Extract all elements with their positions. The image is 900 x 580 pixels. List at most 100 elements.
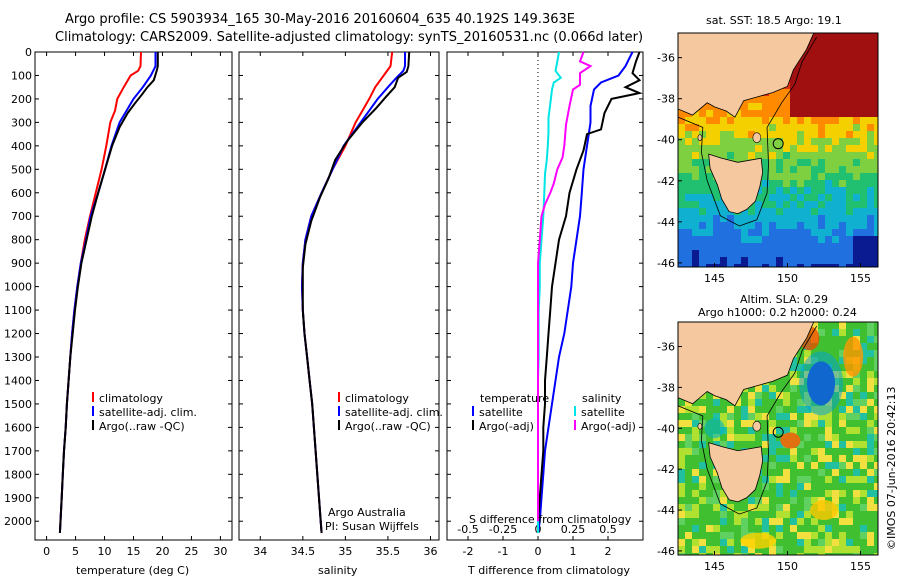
map-cell [741,406,748,413]
map-cell [678,532,685,539]
map-cell [727,441,734,448]
map-cell [762,208,769,215]
map-cell [846,145,853,152]
map-cell [762,434,769,441]
map-cell [832,54,839,61]
map-cell [846,117,853,124]
x-tick-label: 15 [127,545,141,558]
map-cell [839,413,846,420]
map-cell [818,103,825,110]
map-cell [734,229,741,236]
map-cell [741,131,748,138]
map-cell [811,497,818,504]
map-cell [783,110,790,117]
map-cell [860,40,867,47]
map-cell [741,152,748,159]
map-cell [762,138,769,145]
map-cell [692,145,699,152]
map-cell [797,350,804,357]
map-cell [685,138,692,145]
map-cell [804,236,811,243]
map-cell [790,497,797,504]
map-cell [867,455,874,462]
map-y-tick-label: -42 [657,175,675,188]
map-cell [825,434,832,441]
map-cell [811,131,818,138]
map-cell [720,138,727,145]
map-cell [839,47,846,54]
map-cell [692,215,699,222]
map-cell [783,194,790,201]
map-cell [874,124,878,131]
map-cell [741,215,748,222]
map-cell [769,173,776,180]
map-cell [867,427,874,434]
map-cell [811,138,818,145]
map-cell [853,89,860,96]
map-cell [804,89,811,96]
y-tick-label: 300 [11,116,32,129]
y-tick-label: 1500 [4,398,32,411]
map-cell [874,236,878,243]
map-cell [685,159,692,166]
map-cell [755,511,762,518]
map-cell [846,89,853,96]
map-cell [832,413,839,420]
map-cell [846,131,853,138]
map-cell [790,392,797,399]
map-cell [853,229,860,236]
map-cell [818,469,825,476]
map-cell [776,138,783,145]
map-cell [678,187,685,194]
map-cell [678,553,685,555]
anomaly-blob [809,500,838,521]
x-tick-label: 30 [213,545,227,558]
map-cell [860,264,867,267]
map-cell [741,264,748,267]
map-cell [720,434,727,441]
map-cell [692,455,699,462]
map-cell [839,518,846,525]
map-cell [853,236,860,243]
map-cell [804,152,811,159]
map-cell [846,103,853,110]
map-cell [846,483,853,490]
map-cell [762,546,769,553]
map-cell [839,96,846,103]
map-cell [762,257,769,264]
map-cell [713,222,720,229]
map-cell [874,152,878,159]
map-cell [769,476,776,483]
map-cell [783,378,790,385]
map-cell [797,138,804,145]
map-cell [839,336,846,343]
map-cell [825,469,832,476]
map-cell [748,441,755,448]
map-cell [790,131,797,138]
map-cell [699,476,706,483]
map-cell [874,243,878,250]
map-cell [804,159,811,166]
map-cell [811,427,818,434]
map-cell [832,462,839,469]
map-cell [755,385,762,392]
map-cell [713,138,720,145]
map-cell [825,229,832,236]
map-cell [699,187,706,194]
map-cell [860,117,867,124]
map-cell [804,434,811,441]
map-cell [776,243,783,250]
map-cell [776,187,783,194]
map-cell [860,357,867,364]
map-cell [727,131,734,138]
map-cell [846,504,853,511]
map-cell [783,539,790,546]
map-cell [678,427,685,434]
map-cell [853,68,860,75]
map-cell [678,222,685,229]
map-cell [860,329,867,336]
map-cell [685,264,692,267]
map-cell [678,420,685,427]
map-cell [839,511,846,518]
map-cell [762,201,769,208]
